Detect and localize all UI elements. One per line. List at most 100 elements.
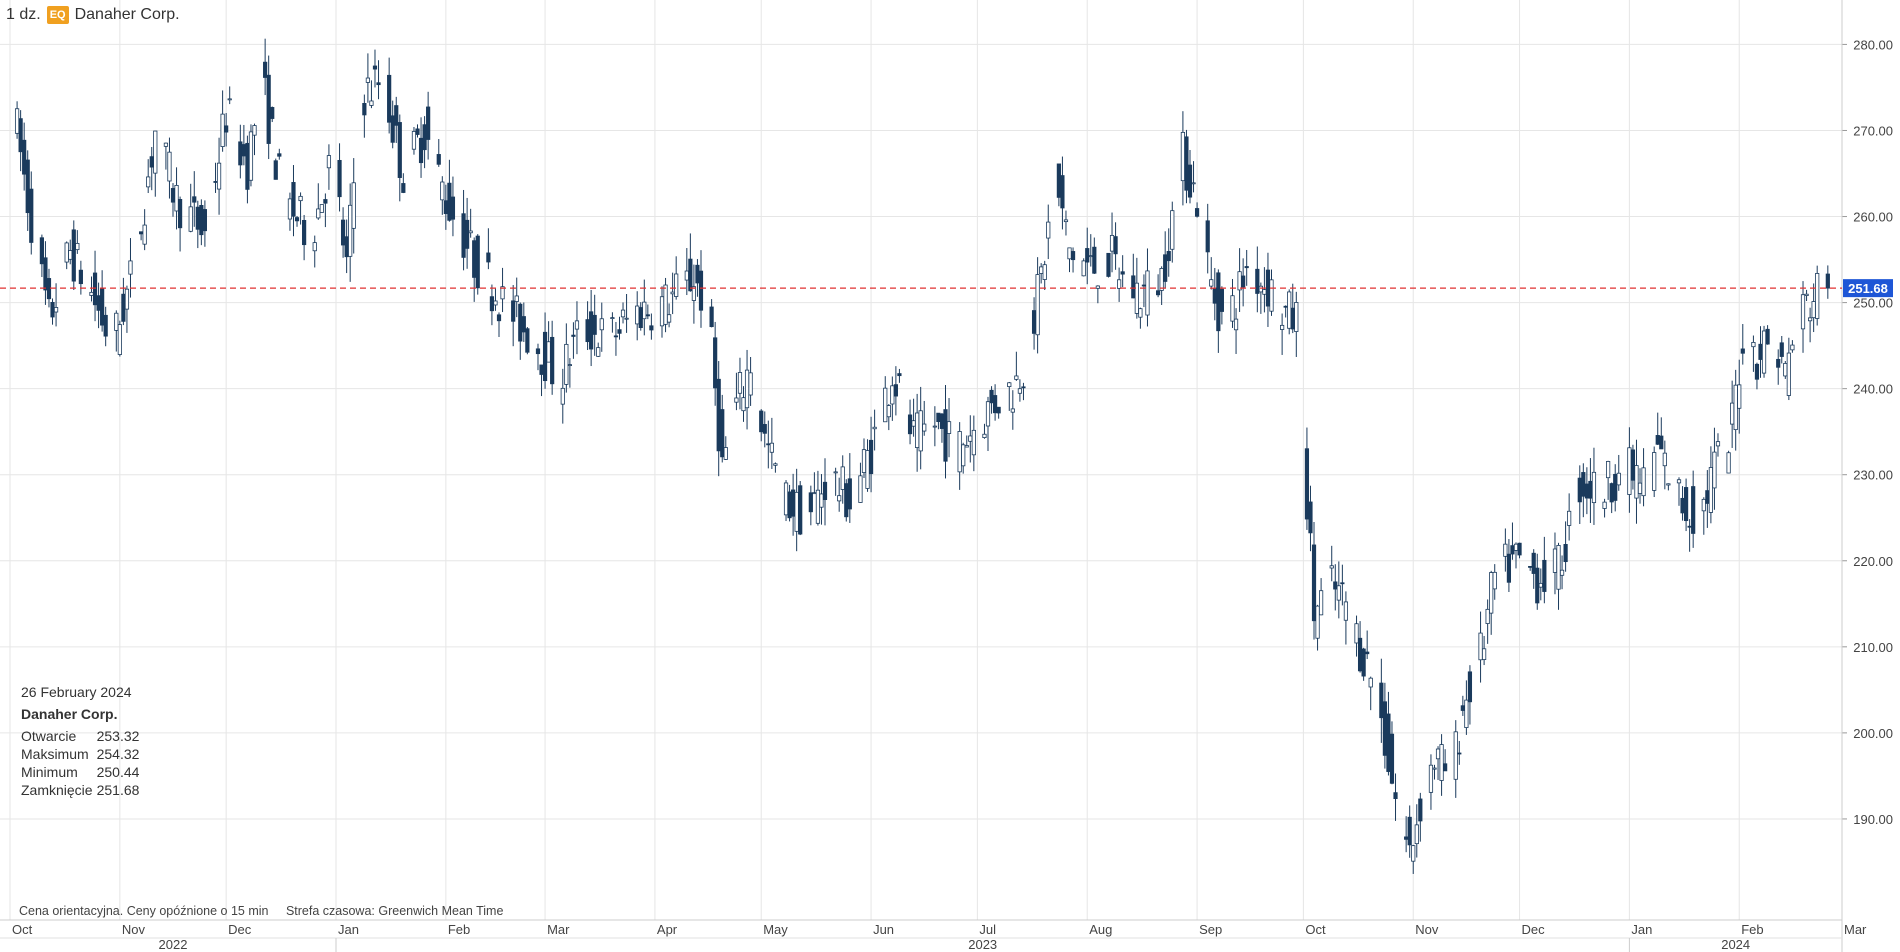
candle xyxy=(670,272,675,315)
candle xyxy=(1205,203,1210,274)
candle xyxy=(1219,286,1224,325)
candle xyxy=(1754,362,1760,390)
candle xyxy=(1414,804,1419,858)
x-month-label: Dec xyxy=(228,922,252,937)
candle xyxy=(564,323,569,393)
candle xyxy=(762,411,767,448)
candle xyxy=(1428,754,1434,810)
candle xyxy=(666,303,672,328)
x-month-label: Jul xyxy=(979,922,996,937)
candle xyxy=(1035,257,1040,354)
candle xyxy=(518,302,523,360)
y-tick-label: 210.00 xyxy=(1853,640,1893,655)
candle xyxy=(89,276,94,302)
candle xyxy=(783,480,789,522)
candle xyxy=(114,310,119,352)
candle xyxy=(1506,539,1512,592)
ohlc-label: Minimum xyxy=(21,764,78,780)
candle xyxy=(75,230,80,254)
candle xyxy=(1163,231,1168,288)
y-tick-label: 280.00 xyxy=(1853,37,1893,52)
candle xyxy=(362,94,367,138)
candle xyxy=(1538,568,1543,601)
candle xyxy=(1255,246,1260,313)
candle xyxy=(511,285,516,347)
candle xyxy=(167,137,172,199)
candle xyxy=(971,415,976,472)
x-month-label: Oct xyxy=(1305,922,1326,937)
candle xyxy=(68,239,73,265)
candle xyxy=(489,284,495,326)
candle xyxy=(1730,380,1735,448)
candle xyxy=(957,422,962,490)
candle xyxy=(645,304,650,320)
ohlc-row-open: Otwarcie 253.32 xyxy=(21,727,143,745)
candle xyxy=(1166,228,1171,277)
candle xyxy=(426,91,431,160)
candle xyxy=(1737,359,1742,434)
candle xyxy=(1063,210,1069,236)
candle xyxy=(1333,564,1338,611)
candle xyxy=(146,159,151,194)
candle xyxy=(1418,792,1423,842)
candle xyxy=(1382,682,1387,769)
candle xyxy=(1354,615,1359,657)
candle xyxy=(1779,335,1784,364)
candle xyxy=(1262,267,1267,313)
candle xyxy=(401,173,406,194)
candle xyxy=(1701,497,1706,535)
y-tick-label: 240.00 xyxy=(1853,382,1893,397)
candle xyxy=(596,342,601,357)
candle xyxy=(220,90,225,152)
candle xyxy=(1758,326,1763,378)
candle xyxy=(43,241,48,305)
candle xyxy=(238,124,243,179)
candle xyxy=(1683,478,1689,532)
candle xyxy=(1389,721,1395,785)
x-month-label: Jun xyxy=(873,922,894,937)
candle xyxy=(1095,285,1100,304)
candle xyxy=(1407,805,1412,858)
candle xyxy=(436,139,441,167)
candle xyxy=(1641,448,1646,507)
y-tick-label: 270.00 xyxy=(1853,123,1893,138)
candle xyxy=(78,260,83,295)
last-price-label: 251.68 xyxy=(1848,281,1888,296)
candle xyxy=(14,101,20,139)
candle xyxy=(709,299,714,328)
candle xyxy=(227,86,232,105)
candle xyxy=(1691,470,1696,548)
candle xyxy=(936,412,941,430)
x-month-label: Nov xyxy=(122,922,146,937)
candle xyxy=(1070,247,1076,273)
interval-label[interactable]: 1 dz. xyxy=(6,6,41,23)
candle xyxy=(465,197,470,269)
candle xyxy=(1733,369,1738,451)
ohlc-value: 254.32 xyxy=(96,746,140,762)
candle xyxy=(1340,564,1345,606)
candle xyxy=(964,435,969,448)
candle xyxy=(64,241,69,270)
candle xyxy=(635,291,640,341)
timezone-note: Strefa czasowa: Greenwich Mean Time xyxy=(285,904,504,918)
candle xyxy=(39,234,44,278)
candle xyxy=(326,144,332,190)
candle xyxy=(177,196,183,252)
candle xyxy=(71,220,76,291)
candle xyxy=(560,368,565,424)
candle xyxy=(1712,427,1717,510)
candle xyxy=(1308,485,1313,552)
candle xyxy=(1559,555,1565,590)
candle xyxy=(1613,464,1618,512)
candle xyxy=(323,193,328,228)
candle xyxy=(812,472,817,495)
candle xyxy=(298,192,303,225)
candle xyxy=(720,394,725,463)
candle xyxy=(1783,361,1788,379)
candle xyxy=(1031,297,1037,350)
candle xyxy=(1786,337,1791,401)
candle xyxy=(1652,446,1657,498)
candle xyxy=(1283,305,1288,318)
candle xyxy=(989,386,994,414)
